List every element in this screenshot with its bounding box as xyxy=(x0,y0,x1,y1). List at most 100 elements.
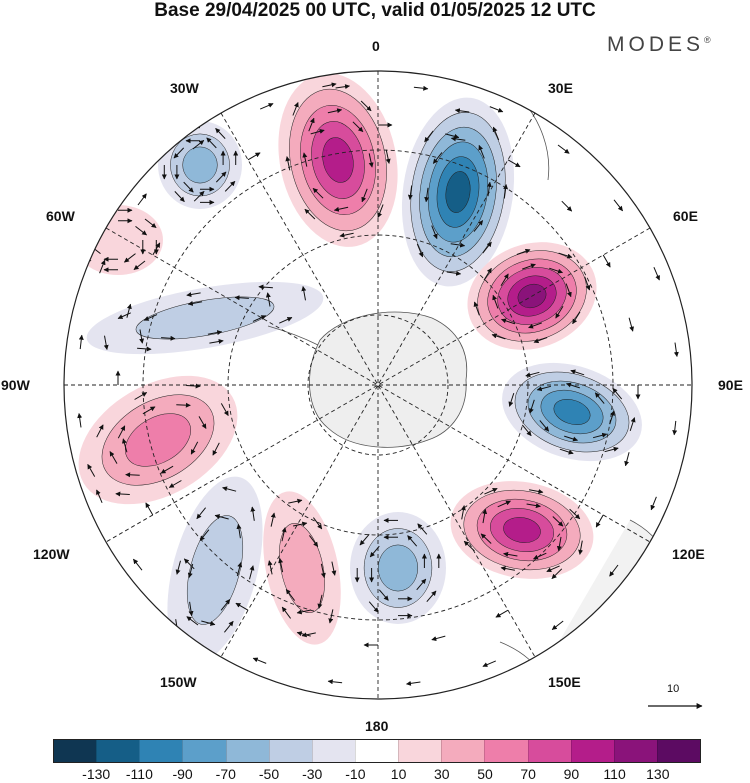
wind-vector xyxy=(117,425,126,439)
wind-vector xyxy=(546,565,560,573)
wind-vector xyxy=(503,551,518,557)
wind-vector xyxy=(551,568,563,580)
wind-vector xyxy=(121,438,128,453)
wind-vector xyxy=(292,521,308,527)
wind-vector xyxy=(115,491,130,497)
wind-vector xyxy=(557,144,570,154)
anomaly-contour xyxy=(377,544,419,592)
wind-vector xyxy=(224,180,236,192)
colorbar-tick-label: -130 xyxy=(82,766,111,782)
colorbar-segment xyxy=(656,740,701,762)
wind-vector xyxy=(301,632,316,638)
wind-vector xyxy=(413,85,429,91)
wind-vector xyxy=(460,505,466,520)
wind-vector xyxy=(508,392,515,407)
wind-vector xyxy=(249,565,255,580)
colorbar-segment xyxy=(484,740,528,762)
wind-vector xyxy=(103,335,109,350)
wind-vector xyxy=(234,295,249,301)
wind-vector xyxy=(604,446,619,453)
wind-vector xyxy=(653,267,660,281)
wind-vector xyxy=(260,103,274,110)
wind-vector xyxy=(90,210,103,220)
anomaly-cell-positive xyxy=(73,205,163,275)
wind-vector xyxy=(224,620,234,633)
wind-vector xyxy=(145,502,154,516)
wind-vector xyxy=(186,616,199,626)
colorbar-tick-label: -110 xyxy=(125,766,153,782)
colorbar-labels: -130 -110 -90 -70 -50 -30 -10 10 30 50 70 90 110 130 xyxy=(53,766,701,783)
wind-vector xyxy=(333,206,349,212)
wind-vector xyxy=(133,260,146,270)
wind-vector xyxy=(525,371,540,378)
brand-logo: MODES® xyxy=(607,33,711,57)
wind-vector xyxy=(328,609,334,624)
wind-vector xyxy=(565,283,572,298)
colorbar-segment xyxy=(311,740,355,762)
wind-vector xyxy=(424,187,430,203)
wind-vector xyxy=(236,523,242,539)
colorbar-segment xyxy=(225,740,269,762)
wind-vector xyxy=(220,403,229,417)
wind-vector xyxy=(500,273,509,287)
wind-vector xyxy=(161,335,176,341)
wind-vector xyxy=(302,152,308,167)
wind-vector xyxy=(492,294,499,309)
anomaly-cell-positive xyxy=(78,375,238,505)
wind-vector xyxy=(99,259,106,274)
wind-vector xyxy=(310,128,325,135)
wind-vector xyxy=(168,480,182,488)
wind-vector xyxy=(482,508,488,524)
wind-vector xyxy=(322,82,337,88)
wind-vector xyxy=(578,540,584,555)
wind-vector xyxy=(482,241,492,254)
wind-vector xyxy=(594,392,605,404)
wind-vector xyxy=(296,631,311,637)
wind-vector xyxy=(214,514,229,520)
wind-vector xyxy=(484,487,498,495)
wind-vector xyxy=(186,383,201,389)
wind-vector xyxy=(278,317,293,324)
wind-vector xyxy=(312,187,324,199)
anomaly-cell-positive xyxy=(278,73,398,247)
wind-vector xyxy=(486,181,492,197)
wind-vector xyxy=(188,601,194,617)
wind-vector xyxy=(561,200,573,212)
wind-vector xyxy=(215,128,226,139)
wind-vector xyxy=(124,253,136,263)
wind-vector xyxy=(78,334,84,350)
wind-vector xyxy=(473,301,480,316)
wind-vector xyxy=(491,333,506,340)
wind-vector xyxy=(533,337,548,344)
wind-vector xyxy=(495,609,509,618)
wind-vector xyxy=(446,270,462,276)
wind-vector xyxy=(139,329,145,344)
colorbar-tick-label: 110 xyxy=(603,766,626,782)
wind-vector xyxy=(235,602,249,611)
wind-vector xyxy=(595,514,604,528)
colorbar-tick-label: -10 xyxy=(345,766,366,782)
colorbar-tick-label: 130 xyxy=(646,766,670,782)
wind-vector xyxy=(339,232,354,238)
brand-mark: ® xyxy=(704,35,711,45)
wind-vector xyxy=(424,130,434,143)
colorbar-segment xyxy=(613,740,657,762)
wind-vector xyxy=(174,191,185,202)
anomaly-contour xyxy=(322,137,354,183)
map-border xyxy=(63,70,693,700)
wind-vector xyxy=(609,410,615,425)
wind-vector xyxy=(572,311,581,325)
wind-vector xyxy=(190,441,199,455)
wind-vector xyxy=(331,561,337,576)
wind-vector xyxy=(566,382,580,389)
colorbar-tick-label: -70 xyxy=(215,766,236,782)
wind-vector xyxy=(556,536,562,552)
wind-vector xyxy=(378,589,389,601)
wind-vector xyxy=(360,100,372,112)
wind-vector xyxy=(361,188,368,203)
brand-name: MODES xyxy=(607,33,705,56)
wind-vector xyxy=(206,137,217,149)
colorbar-segment xyxy=(96,740,140,762)
wind-vector xyxy=(352,121,364,133)
anomaly-contour xyxy=(125,413,191,467)
